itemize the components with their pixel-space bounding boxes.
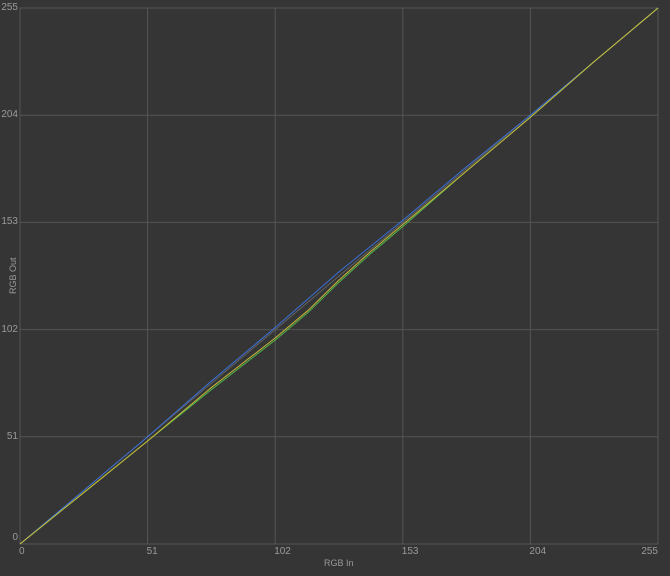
xtick-1: 51 [147,546,158,557]
xtick-4: 204 [529,546,546,557]
x-axis-label: RGB In [324,558,354,568]
ytick-0: 0 [12,532,18,543]
y-axis-label: RGB Out [8,257,18,294]
rgb-curve-chart [0,0,670,576]
ytick-4: 204 [1,109,18,120]
ytick-3: 153 [1,216,18,227]
xtick-2: 102 [274,546,291,557]
ytick-5: 255 [1,2,18,13]
ytick-2: 102 [1,324,18,335]
ytick-1: 51 [7,431,18,442]
xtick-0: 0 [19,546,25,557]
xtick-5: 255 [641,546,658,557]
xtick-3: 153 [402,546,419,557]
chart-container: 0 51 102 153 204 255 0 51 102 153 204 25… [0,0,670,576]
